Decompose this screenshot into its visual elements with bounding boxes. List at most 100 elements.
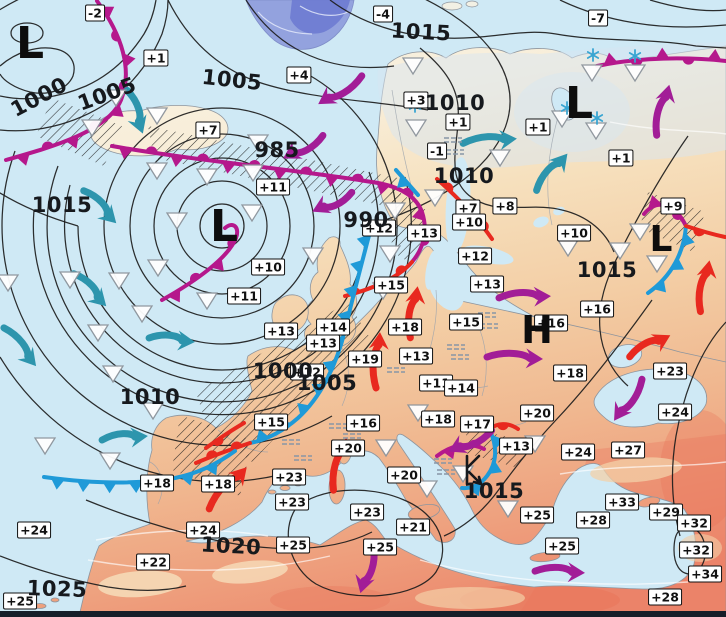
front-mark-tri xyxy=(118,147,133,160)
isobar-line xyxy=(103,107,341,345)
wind-arrow-icon xyxy=(483,348,543,369)
shower-triangle-icon xyxy=(496,500,520,519)
front-mark-tri xyxy=(648,195,662,208)
front-occluded xyxy=(4,0,136,166)
isobar-line xyxy=(0,47,75,94)
wind-arrow-icon xyxy=(98,427,148,448)
front-mark-tri xyxy=(311,383,325,396)
front-mark-bump xyxy=(682,58,695,65)
mist-icon xyxy=(329,423,347,429)
shower-triangle-icon xyxy=(195,292,219,311)
shower-triangle-icon xyxy=(584,122,608,141)
thunderstorm-icon xyxy=(465,454,483,486)
front-mark-tri xyxy=(168,289,181,303)
front-cold xyxy=(646,224,695,295)
shower-triangle-icon xyxy=(146,259,170,278)
front-mark-tri xyxy=(211,258,224,271)
snowflake-icon xyxy=(628,49,642,63)
wind-arrow-icon xyxy=(312,188,356,214)
shower-triangle-icon xyxy=(165,212,189,231)
front-mark-tri xyxy=(102,482,117,494)
shower-triangle-icon xyxy=(628,223,652,242)
wind-arrow-icon xyxy=(0,324,37,367)
front-mark-tri xyxy=(397,175,410,188)
shower-triangle-icon xyxy=(107,272,131,291)
front-mark-tri xyxy=(325,175,339,187)
snowflake-icon xyxy=(590,111,604,125)
front-warm xyxy=(684,224,726,239)
front-mark-tri xyxy=(653,279,667,293)
shower-triangle-icon xyxy=(623,64,647,83)
shower-triangle-icon xyxy=(383,202,407,221)
front-mark-tri xyxy=(128,481,143,493)
front-mark-tri xyxy=(76,480,91,493)
mist-icon xyxy=(451,354,469,360)
front-mark-tri xyxy=(16,153,30,166)
front-mark-tri xyxy=(110,104,124,117)
front-mark-tri xyxy=(205,462,218,476)
front-mark-tri xyxy=(412,207,425,221)
front-mark-bump xyxy=(145,146,158,154)
shower-triangle-icon xyxy=(374,439,398,458)
front-mark-bump xyxy=(212,436,224,446)
shower-triangle-icon xyxy=(80,119,104,138)
isobar-line xyxy=(85,499,373,550)
wind-arrow-icon xyxy=(626,334,671,361)
front-occluded xyxy=(160,223,240,303)
front-mark-tri xyxy=(180,472,194,486)
isobar-line xyxy=(0,555,187,591)
front-warm xyxy=(194,441,252,465)
front-mark-bump xyxy=(230,441,243,450)
front-mark-tri xyxy=(603,52,618,65)
shower-triangle-icon xyxy=(145,107,169,126)
front-mark-bump xyxy=(189,272,201,283)
wind-arrow-icon xyxy=(80,187,117,224)
wind-arrow-icon xyxy=(533,153,568,194)
front-mark-bump xyxy=(227,237,237,249)
front-mark-bump xyxy=(300,166,313,174)
shower-triangle-icon xyxy=(195,168,219,187)
front-mark-tri xyxy=(655,47,670,59)
shower-triangle-icon xyxy=(101,365,125,384)
front-mark-bump xyxy=(206,450,218,459)
front-mark-bump xyxy=(395,265,407,275)
shower-triangle-icon xyxy=(145,162,169,181)
front-mark-tri xyxy=(489,461,502,474)
bottom-bar xyxy=(0,611,726,617)
mist-icon xyxy=(434,458,452,464)
shower-triangle-icon xyxy=(580,64,604,83)
shower-triangle-icon xyxy=(98,452,122,471)
front-mark-tri xyxy=(376,182,391,195)
front-mark-bump xyxy=(351,173,364,181)
wind-arrow-icon xyxy=(123,86,147,134)
front-mark-tri xyxy=(350,259,363,274)
wind-arrow-icon xyxy=(614,375,646,421)
shower-triangle-icon xyxy=(378,245,402,264)
mist-icon xyxy=(343,433,361,439)
front-warm xyxy=(204,421,246,450)
isobar-line xyxy=(245,0,395,69)
wind-arrow-icon xyxy=(318,72,366,105)
front-mark-tri xyxy=(170,155,185,167)
shower-triangle-icon xyxy=(104,89,128,108)
shower-triangle-icon xyxy=(86,324,110,343)
mist-icon xyxy=(437,469,455,475)
front-mark-bump xyxy=(402,187,414,198)
shower-triangle-icon xyxy=(423,189,447,208)
shower-triangle-icon xyxy=(608,242,632,261)
mist-icon xyxy=(387,367,405,373)
shower-triangle-icon xyxy=(301,247,325,266)
wind-arrow-icon xyxy=(448,426,496,454)
shower-triangle-icon xyxy=(58,271,82,290)
shower-triangle-icon xyxy=(246,134,270,153)
front-mark-bump xyxy=(197,153,209,161)
mist-icon xyxy=(294,455,312,461)
isobar-line xyxy=(329,0,726,49)
shower-triangle-icon xyxy=(130,305,154,324)
precipitation-hatch-area xyxy=(36,98,122,166)
shower-triangle-icon xyxy=(645,255,669,274)
shower-triangle-icon xyxy=(415,480,439,499)
shower-triangle-icon xyxy=(33,437,57,456)
